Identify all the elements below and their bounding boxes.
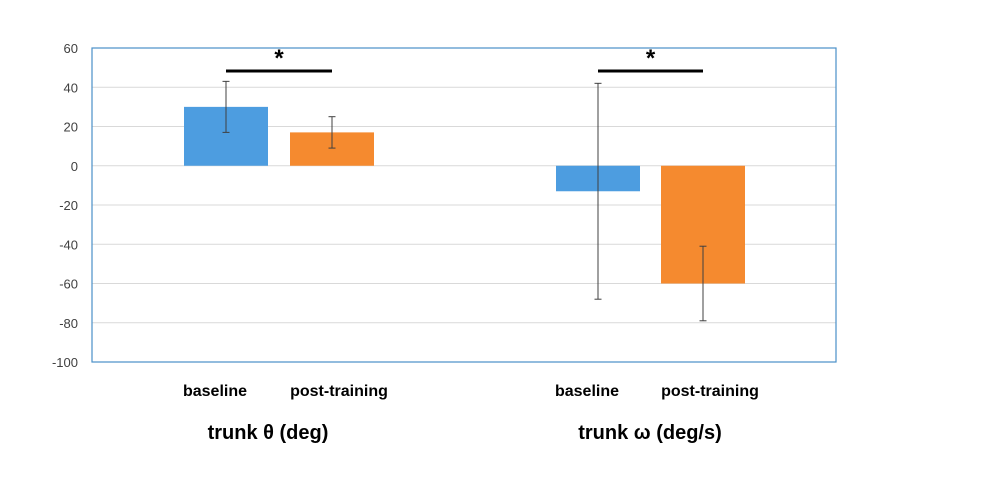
y-tick-label: -20 [59, 198, 78, 213]
category-label: post-training [290, 383, 388, 400]
y-tick-label: 0 [71, 159, 78, 174]
significance-star: * [274, 45, 284, 72]
y-tick-label: 60 [64, 41, 78, 56]
category-labels: baseline post-training trunk θ (deg) baseli… [183, 383, 759, 444]
significance-star: * [646, 45, 656, 72]
bars [184, 106, 745, 284]
y-tick-label: 40 [64, 80, 78, 95]
category-label: baseline [183, 383, 247, 400]
significance-markers: * * [226, 45, 703, 73]
group-label: trunk ω (deg/s) [578, 422, 722, 444]
y-tick-label: -60 [59, 277, 78, 292]
y-tick-label: -100 [52, 355, 78, 370]
error-bars [222, 80, 707, 322]
y-tick-label: -40 [59, 237, 78, 252]
plot-frame [91, 47, 837, 363]
y-tick-label: 20 [64, 120, 78, 135]
y-axis-ticks: 60 40 20 0 -20 -40 -60 -80 -100 [52, 41, 78, 370]
category-label: baseline [555, 383, 619, 400]
category-label: post-training [661, 383, 759, 400]
y-tick-label: -80 [59, 316, 78, 331]
group-label: trunk θ (deg) [208, 422, 329, 444]
